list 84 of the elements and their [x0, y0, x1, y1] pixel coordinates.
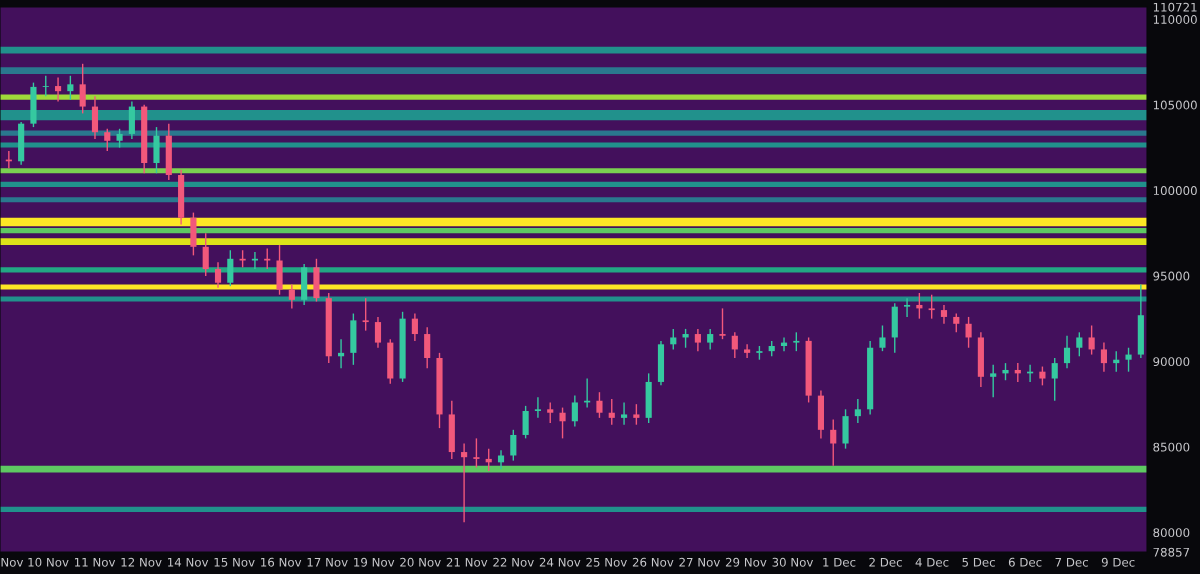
x-tick-label: 19 Nov	[354, 557, 395, 567]
y-tick-label: 100000	[1153, 186, 1197, 196]
candlestick	[608, 398, 615, 426]
candlestick	[965, 316, 972, 349]
y-tick-label: 90000	[1153, 357, 1190, 367]
candlestick	[214, 261, 222, 289]
candlestick	[928, 294, 935, 320]
candlestick	[497, 449, 505, 470]
candlestick	[670, 328, 677, 351]
x-tick-label: 6 Dec	[1008, 557, 1042, 567]
candlestick	[694, 328, 701, 352]
y-tick-label: 80000	[1153, 528, 1190, 538]
x-tick-label: 12 Nov	[121, 557, 162, 567]
candlestick	[559, 406, 566, 440]
x-tick-label: 2 Dec	[869, 557, 902, 567]
x-tick-label: 14 Nov	[168, 557, 209, 567]
x-tick-label: 10 Nov	[28, 557, 69, 567]
candlestick	[1088, 324, 1095, 356]
candlestick	[940, 304, 948, 325]
candlestick	[461, 442, 468, 523]
candlestick	[522, 405, 529, 440]
x-tick-label: 26 Nov	[632, 557, 674, 567]
x-tick-label: 15 Nov	[214, 557, 255, 567]
x-tick-label: 30 Nov	[772, 557, 814, 567]
x-tick-label: 29 Nov	[725, 557, 767, 567]
candlestick	[731, 331, 738, 359]
candlestick	[547, 401, 554, 424]
candlestick	[104, 128, 111, 152]
x-tick-label: 20 Nov	[400, 557, 441, 567]
candlestick	[362, 297, 369, 332]
x-tick-label: 4 Dec	[915, 557, 949, 567]
candlestick	[424, 326, 431, 369]
candlestick	[411, 312, 418, 342]
candlestick	[510, 429, 517, 462]
candlestick	[793, 331, 800, 352]
candlestick	[1076, 331, 1083, 357]
x-tick-label: 7 Dec	[1055, 557, 1088, 567]
x-tick-label: 24 Nov	[539, 557, 581, 567]
candlestick	[830, 418, 837, 467]
y-tick-label: 110721	[1153, 2, 1197, 12]
candlestick	[374, 316, 382, 349]
x-tick-label: 22 Nov	[493, 557, 534, 567]
candlestick	[707, 328, 714, 351]
x-tick-label: 21 Nov	[446, 557, 488, 567]
x-tick-label: 27 Nov	[679, 557, 720, 567]
x-tick-label: 5 Dec	[962, 557, 995, 567]
candlestick	[1051, 357, 1058, 402]
candlestick	[202, 232, 209, 277]
x-tick-label: 17 Nov	[307, 557, 348, 567]
candlestick	[79, 63, 86, 115]
y-tick-label: 95000	[1153, 271, 1190, 281]
x-tick-label: 9 Dec	[1101, 557, 1135, 567]
candlestick	[116, 128, 123, 149]
candlestick	[620, 401, 628, 426]
x-tick-label: Nov	[1, 557, 24, 567]
x-tick-label: 16 Nov	[261, 557, 302, 567]
candlestick	[227, 249, 234, 287]
y-tick-label: 78857	[1153, 547, 1190, 557]
y-tick-label: 85000	[1153, 442, 1190, 452]
candlestick	[288, 283, 295, 310]
y-tick-label: 105000	[1153, 100, 1197, 110]
candlestick	[473, 437, 480, 469]
candlestick	[719, 307, 726, 340]
candlestick	[42, 75, 49, 97]
candlestick	[1100, 341, 1108, 373]
candlestick	[953, 312, 960, 334]
candlestick	[596, 391, 603, 419]
candlestick	[1125, 347, 1132, 373]
candlestick	[633, 403, 640, 426]
candlestick	[903, 297, 911, 318]
candlestick	[54, 76, 62, 103]
candlestick	[571, 394, 578, 428]
candlestick	[990, 364, 997, 399]
candlestick	[879, 324, 886, 352]
candlestick	[67, 75, 74, 101]
candlestick	[854, 398, 861, 424]
y-tick-label: 110000	[1153, 15, 1197, 24]
x-tick-label: 1 Dec	[823, 557, 856, 567]
candlestick	[744, 343, 751, 359]
candlestick	[534, 396, 542, 419]
candlestick	[1039, 365, 1046, 387]
x-tick-label: 25 Nov	[586, 557, 627, 567]
x-tick-label: 11 Nov	[74, 557, 116, 567]
candlestick	[1063, 335, 1071, 369]
